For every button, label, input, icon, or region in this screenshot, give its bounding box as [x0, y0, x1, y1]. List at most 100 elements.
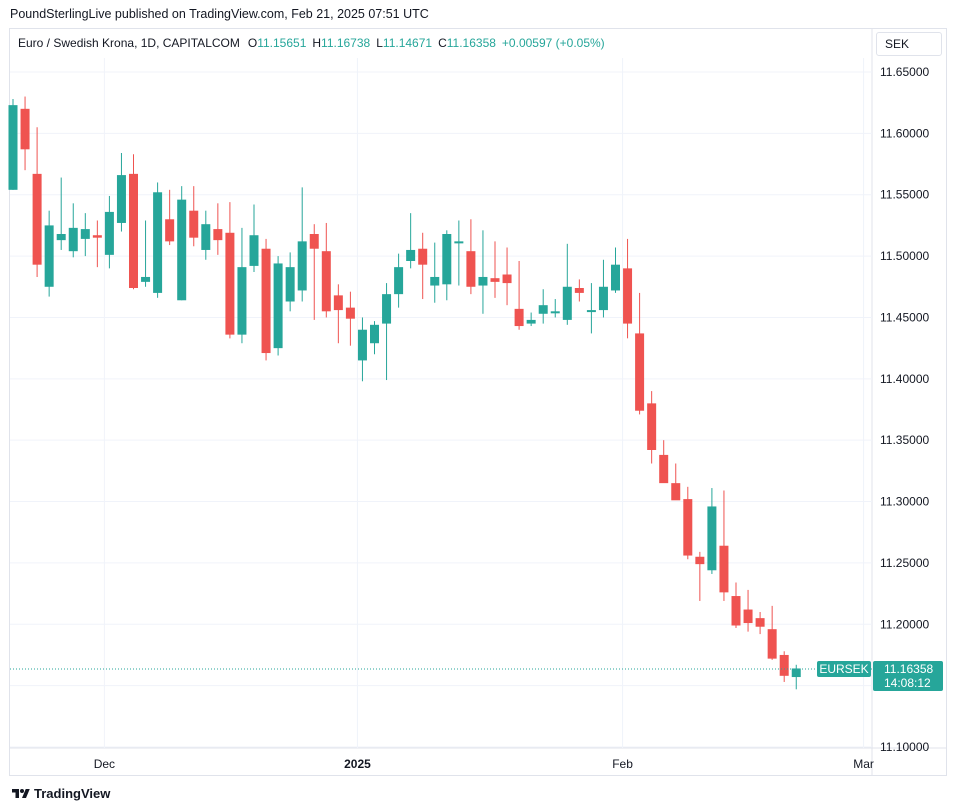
- legend-low-label: L: [376, 36, 383, 50]
- candle: [695, 551, 705, 601]
- candle: [418, 232, 428, 300]
- currency-unit-button[interactable]: SEK: [876, 32, 942, 56]
- candle: [201, 210, 211, 260]
- candle-body: [791, 668, 801, 678]
- candle: [647, 391, 657, 464]
- candle: [671, 463, 681, 501]
- candle: [273, 256, 283, 356]
- legend-close-value: 11.16358: [446, 36, 496, 50]
- chart-frame: [9, 28, 947, 776]
- candle-body: [538, 305, 548, 314]
- candle-body: [116, 175, 126, 223]
- candle: [237, 227, 247, 344]
- candle-body: [406, 249, 416, 261]
- candle: [309, 224, 319, 320]
- candle: [659, 440, 669, 484]
- candle-body: [466, 251, 476, 287]
- candle-body: [273, 263, 283, 349]
- candle: [249, 204, 259, 273]
- candle-body: [129, 173, 138, 288]
- candle-body: [56, 234, 66, 241]
- candle-body: [394, 267, 404, 295]
- legend-high-label: H: [312, 36, 322, 50]
- candle-body: [92, 235, 102, 238]
- x-tick-label: Feb: [612, 757, 633, 771]
- candle: [225, 202, 235, 339]
- time-axis: Dec 2025 Feb Mar: [94, 757, 874, 771]
- candle: [213, 203, 223, 255]
- chart-legend: Euro / Swedish Krona, 1D, CAPITALCOM O11.…: [18, 36, 611, 50]
- legend-low-value: 11.14671: [382, 36, 433, 50]
- candle-body: [44, 225, 54, 287]
- candle-body: [20, 108, 30, 150]
- candle-body: [526, 319, 536, 324]
- candle: [141, 220, 151, 287]
- candle: [370, 321, 379, 355]
- y-tick-label: 11.50000: [880, 249, 929, 263]
- legend-open-value: 11.15651: [257, 36, 307, 50]
- candle-body: [683, 499, 693, 556]
- candle: [635, 292, 645, 415]
- candle-body: [779, 654, 789, 676]
- publish-info: PoundSterlingLive published on TradingVi…: [10, 7, 429, 21]
- x-tick-label: 2025: [344, 757, 371, 771]
- tradingview-brand: TradingView: [34, 786, 111, 801]
- candle: [478, 230, 488, 314]
- candle-body: [490, 278, 500, 282]
- candle-body: [141, 276, 151, 282]
- candle: [623, 238, 633, 339]
- candle-body: [165, 219, 175, 242]
- candle: [502, 247, 512, 306]
- candle: [430, 242, 440, 303]
- candle-body: [333, 295, 343, 311]
- candle-body: [261, 248, 271, 354]
- candle-body: [225, 232, 235, 335]
- candle-body: [671, 483, 681, 501]
- candle-body: [635, 333, 645, 411]
- candle-body: [743, 609, 753, 624]
- symbol-tag: EURSEK: [819, 662, 868, 676]
- candle: [345, 291, 355, 346]
- candle-body: [153, 192, 163, 293]
- price-axis: 11.65000 11.60000 11.55000 11.50000 11.45000…: [880, 65, 929, 754]
- candle-body: [659, 454, 669, 484]
- candle: [707, 488, 717, 574]
- candle: [80, 213, 90, 257]
- candle-body: [104, 211, 114, 255]
- candle-body: [755, 618, 765, 627]
- candle: [382, 283, 392, 381]
- candle: [743, 589, 753, 632]
- candle: [68, 203, 78, 258]
- candle-body: [177, 199, 187, 301]
- candle-body: [442, 234, 452, 285]
- symbol-tag-bg: [817, 660, 871, 677]
- candle: [153, 182, 163, 298]
- candle-body: [562, 286, 572, 320]
- y-tick-label: 11.45000: [880, 310, 929, 324]
- y-tick-label: 11.25000: [880, 556, 929, 570]
- candle: [261, 238, 271, 361]
- candle: [92, 220, 102, 268]
- candle: [333, 284, 343, 344]
- candle: [44, 210, 54, 297]
- candle-body: [695, 556, 705, 565]
- candle: [394, 253, 404, 308]
- legend-change: +0.00597 (+0.05%): [501, 36, 605, 50]
- y-tick-label: 11.65000: [880, 65, 929, 79]
- tradingview-logo: TradingView: [12, 786, 110, 801]
- candle-body: [32, 173, 42, 265]
- price-tag: 11.16358: [884, 662, 933, 676]
- candle-body: [731, 596, 741, 626]
- legend-close-label: C: [438, 36, 447, 50]
- y-tick-label: 11.30000: [880, 495, 929, 509]
- countdown-tag: 14:08:12: [884, 676, 931, 690]
- candle-body: [647, 403, 657, 450]
- candle: [466, 219, 476, 295]
- price-tag-bg: [873, 660, 943, 691]
- candle-body: [623, 268, 633, 324]
- y-tick-label: 11.60000: [880, 126, 929, 140]
- candle: [406, 213, 416, 269]
- candle-body: [309, 234, 319, 249]
- candle: [20, 96, 30, 171]
